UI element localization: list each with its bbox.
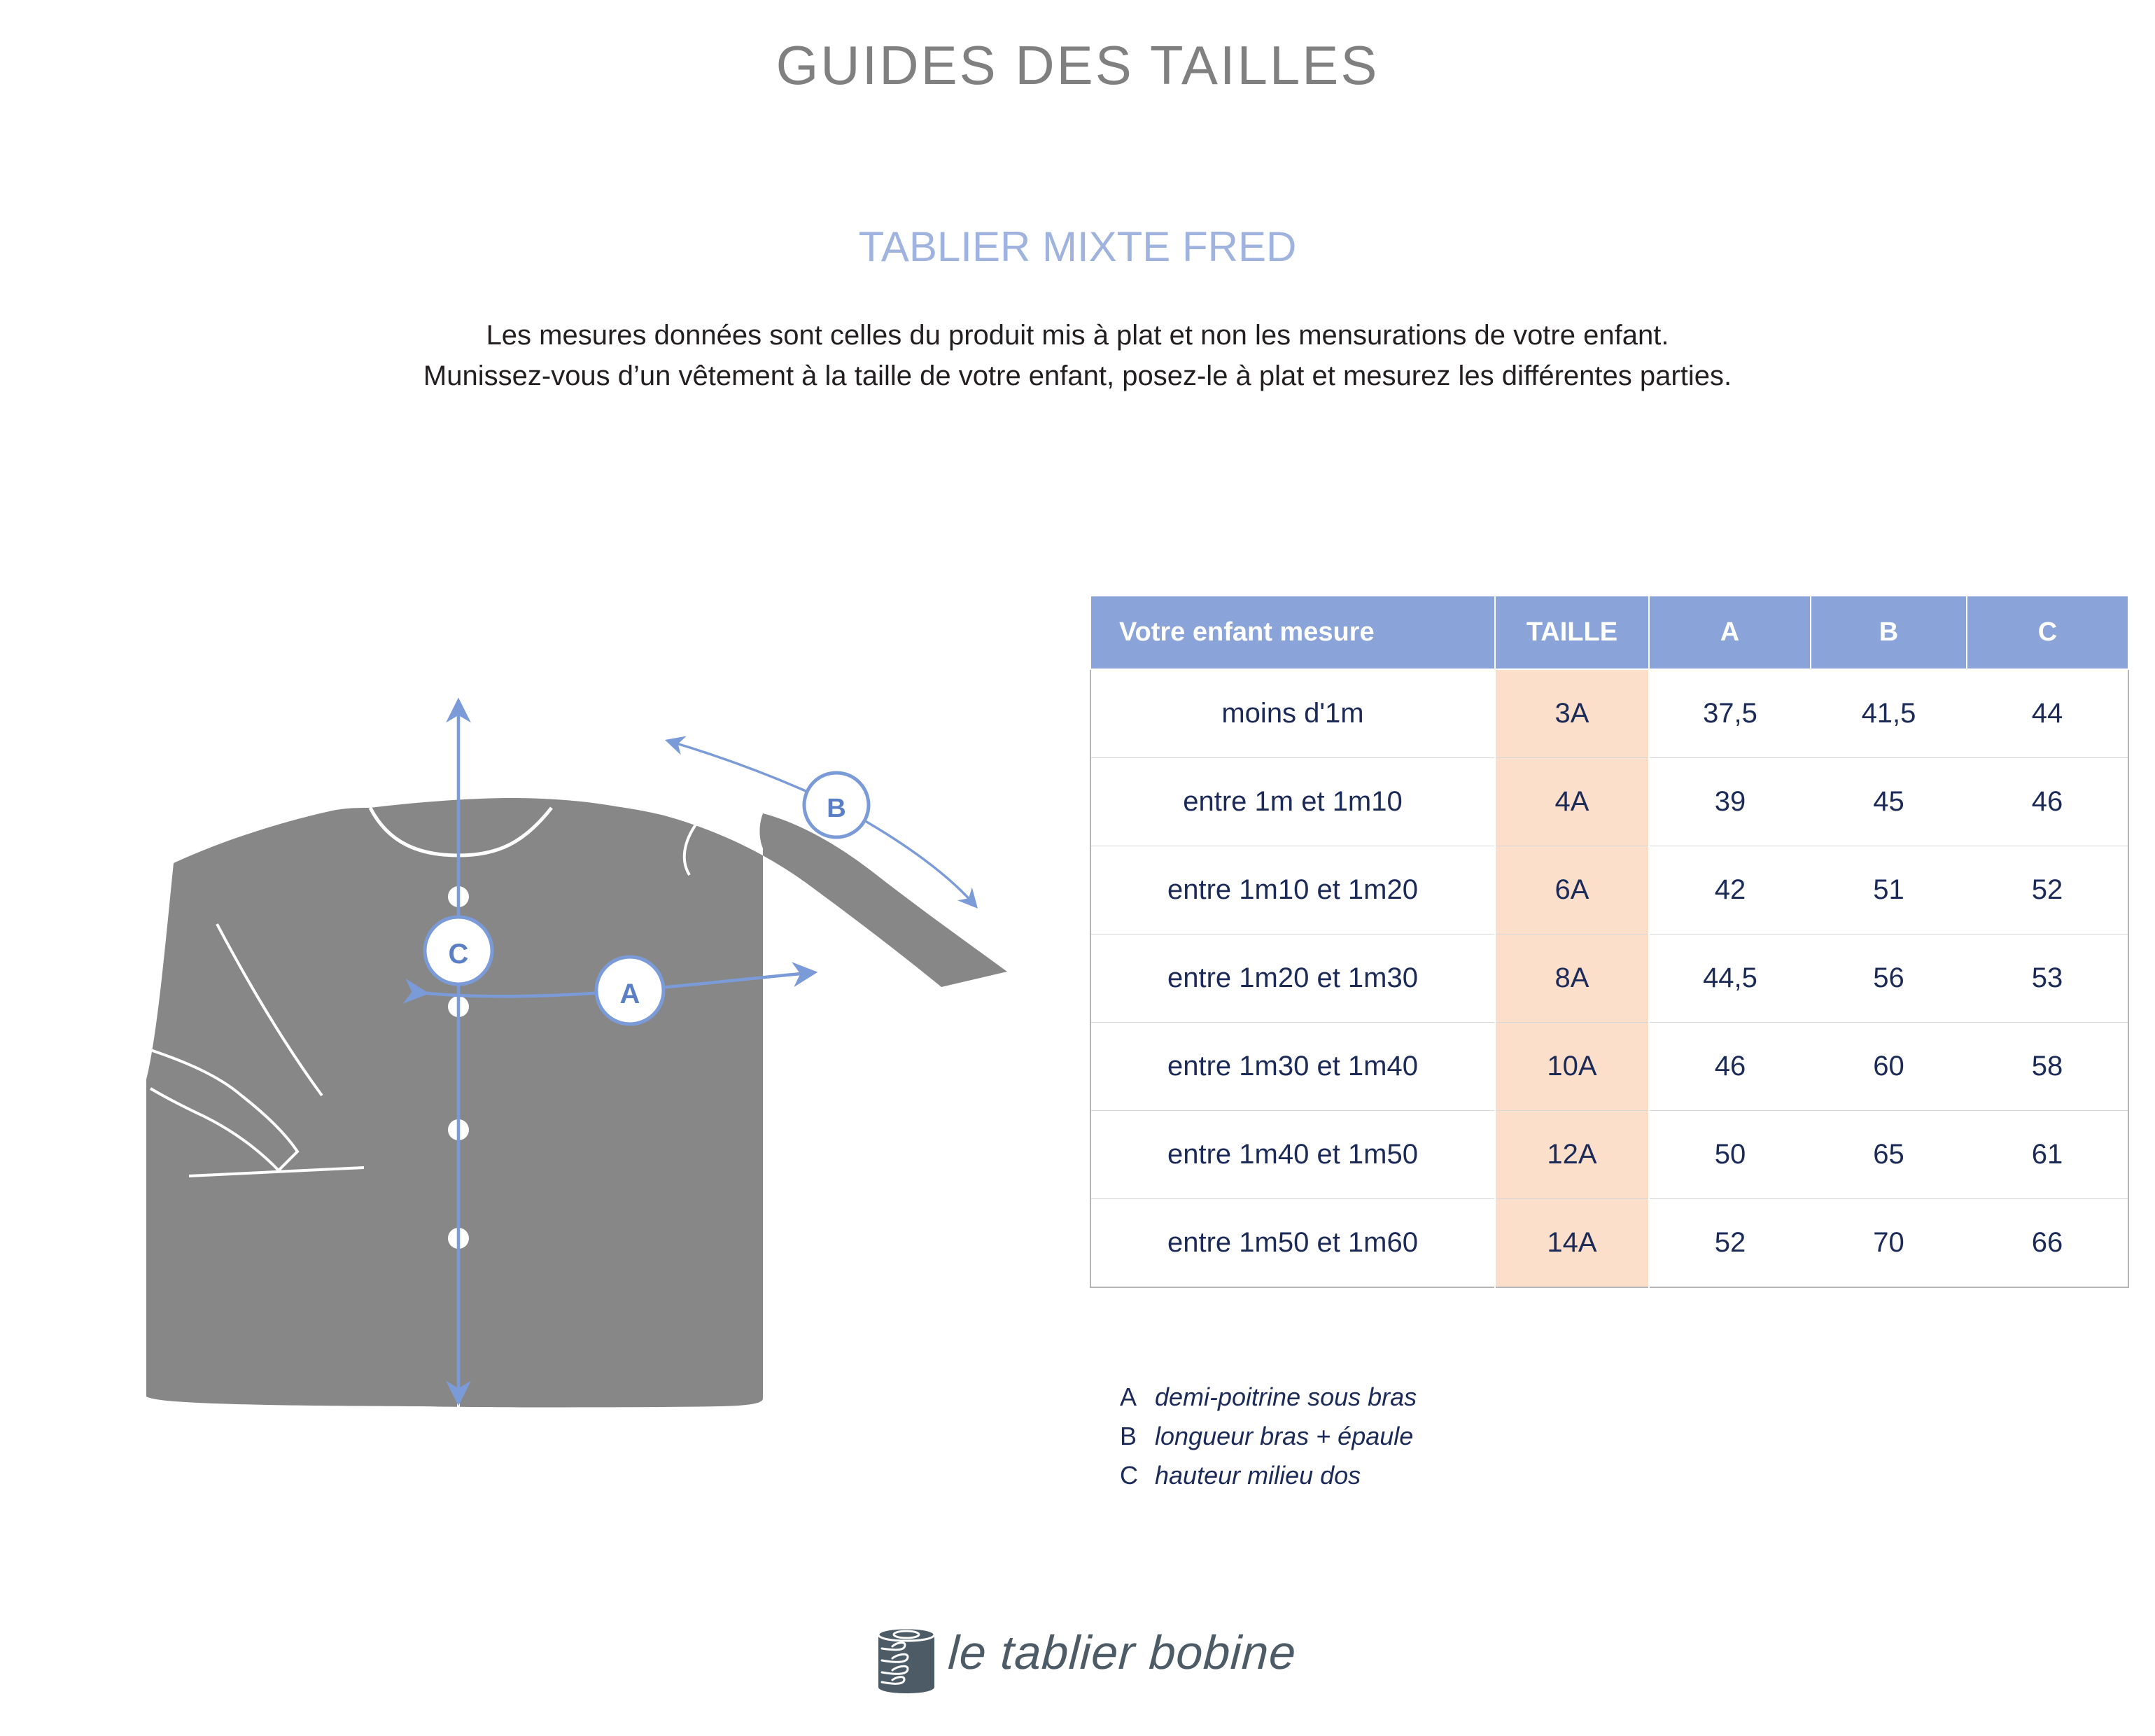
svg-text:C: C [449, 939, 469, 969]
svg-text:A: A [620, 979, 640, 1009]
svg-text:B: B [827, 794, 845, 823]
